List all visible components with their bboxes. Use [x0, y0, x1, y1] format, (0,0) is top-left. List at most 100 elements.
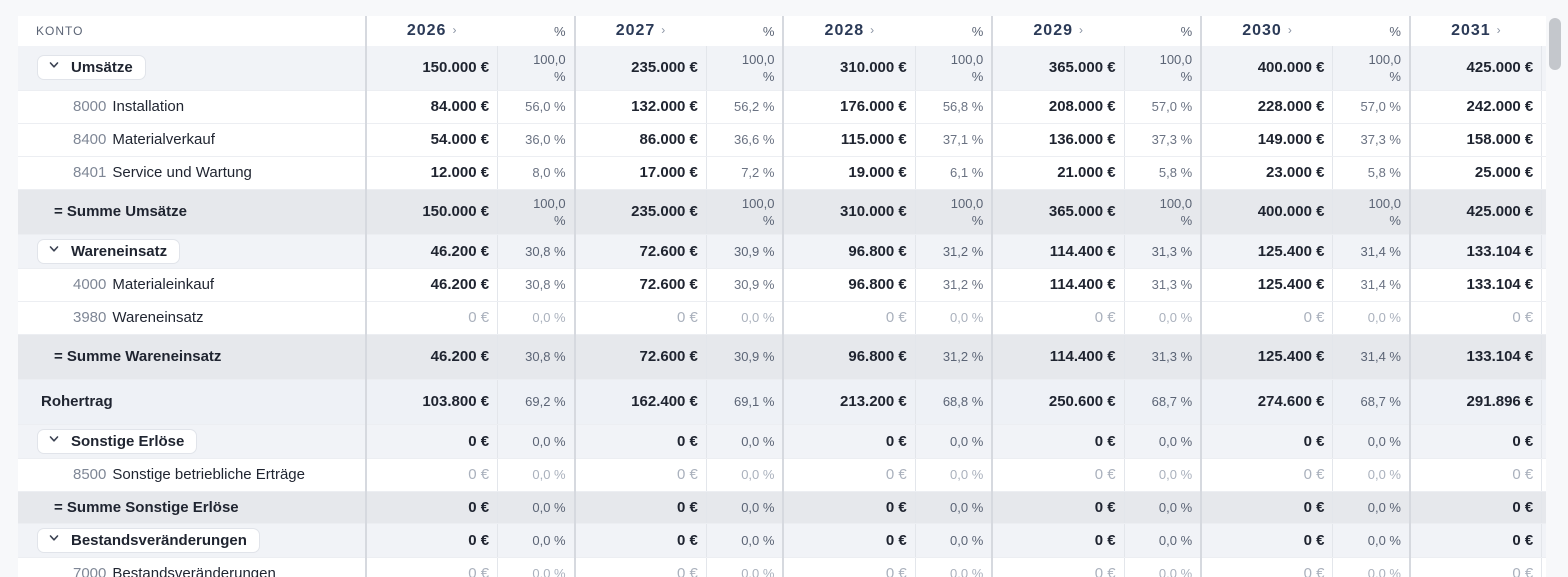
value-cell[interactable]: 19.000 € — [783, 156, 916, 190]
value-cell[interactable]: 310.000 € — [783, 189, 916, 235]
value-cell[interactable]: 400.000 € — [1201, 46, 1334, 91]
year-header-2[interactable]: 2028 › — [783, 16, 916, 46]
value-cell[interactable]: 149.000 € — [1201, 123, 1334, 157]
value-cell[interactable]: 0 € — [574, 491, 707, 524]
value-cell[interactable]: 0 € — [1409, 458, 1543, 492]
group-toggle-button[interactable]: Sonstige Erlöse — [37, 428, 198, 454]
value-cell[interactable]: 46.200 € — [365, 334, 499, 380]
value-cell[interactable]: 0 € — [365, 557, 499, 577]
value-cell[interactable]: 54.000 € — [365, 123, 499, 157]
value-cell[interactable]: 0 € — [783, 301, 916, 335]
value-cell[interactable]: 235.000 € — [574, 46, 707, 91]
value-cell[interactable]: 0 € — [574, 301, 707, 335]
value-cell[interactable]: 228.000 € — [1201, 90, 1334, 124]
value-cell[interactable]: 96.800 € — [783, 268, 916, 302]
value-cell[interactable]: 0 € — [992, 458, 1125, 492]
year-header-5[interactable]: 2031 › — [1409, 16, 1542, 46]
value-cell[interactable]: 114.400 € — [992, 234, 1125, 269]
chevron-right-icon[interactable]: › — [661, 23, 667, 37]
value-cell[interactable]: 125.400 € — [1201, 334, 1334, 380]
group-toggle-button[interactable]: Wareneinsatz — [37, 238, 181, 264]
value-cell[interactable]: 400.000 € — [1201, 189, 1334, 235]
value-cell[interactable]: 133.104 € — [1409, 268, 1543, 302]
value-cell[interactable]: 365.000 € — [992, 189, 1125, 235]
value-cell[interactable]: 0 € — [1409, 557, 1543, 577]
value-cell[interactable]: 0 € — [365, 491, 499, 524]
year-header-0[interactable]: 2026 › — [365, 16, 498, 46]
year-header-1[interactable]: 2027 › — [574, 16, 707, 46]
scrollbar-thumb[interactable] — [1549, 18, 1561, 70]
value-cell[interactable]: 0 € — [1409, 523, 1543, 558]
value-cell[interactable]: 25.000 € — [1409, 156, 1543, 190]
value-cell[interactable]: 0 € — [992, 301, 1125, 335]
value-cell[interactable]: 208.000 € — [992, 90, 1125, 124]
value-cell[interactable]: 0 € — [574, 458, 707, 492]
value-cell[interactable]: 136.000 € — [992, 123, 1125, 157]
value-cell[interactable]: 0 € — [365, 458, 499, 492]
value-cell[interactable]: 0 € — [574, 523, 707, 558]
value-cell[interactable]: 0 € — [1409, 301, 1543, 335]
value-cell[interactable]: 132.000 € — [574, 90, 707, 124]
value-cell[interactable]: 72.600 € — [574, 268, 707, 302]
value-cell[interactable]: 0 € — [783, 458, 916, 492]
chevron-right-icon[interactable]: › — [1078, 23, 1084, 37]
chevron-right-icon[interactable]: › — [870, 23, 876, 37]
value-cell[interactable]: 0 € — [992, 424, 1125, 459]
value-cell[interactable]: 365.000 € — [992, 46, 1125, 91]
value-cell[interactable]: 274.600 € — [1201, 379, 1334, 425]
value-cell[interactable]: 96.800 € — [783, 234, 916, 269]
value-cell[interactable]: 158.000 € — [1409, 123, 1543, 157]
value-cell[interactable]: 0 € — [992, 557, 1125, 577]
value-cell[interactable]: 125.400 € — [1201, 268, 1334, 302]
value-cell[interactable]: 291.896 € — [1409, 379, 1543, 425]
value-cell[interactable]: 23.000 € — [1201, 156, 1334, 190]
value-cell[interactable]: 12.000 € — [365, 156, 499, 190]
value-cell[interactable]: 0 € — [783, 557, 916, 577]
value-cell[interactable]: 0 € — [1201, 523, 1334, 558]
value-cell[interactable]: 72.600 € — [574, 234, 707, 269]
value-cell[interactable]: 133.104 € — [1409, 234, 1543, 269]
value-cell[interactable]: 0 € — [1201, 491, 1334, 524]
value-cell[interactable]: 0 € — [1201, 301, 1334, 335]
value-cell[interactable]: 0 € — [1409, 491, 1543, 524]
value-cell[interactable]: 176.000 € — [783, 90, 916, 124]
value-cell[interactable]: 235.000 € — [574, 189, 707, 235]
value-cell[interactable]: 21.000 € — [992, 156, 1125, 190]
value-cell[interactable]: 0 € — [365, 523, 499, 558]
value-cell[interactable]: 17.000 € — [574, 156, 707, 190]
value-cell[interactable]: 84.000 € — [365, 90, 499, 124]
value-cell[interactable]: 242.000 € — [1409, 90, 1543, 124]
group-toggle-button[interactable]: Umsätze — [37, 55, 146, 81]
value-cell[interactable]: 0 € — [1409, 424, 1543, 459]
year-header-4[interactable]: 2030 › — [1201, 16, 1333, 46]
value-cell[interactable]: 425.000 € — [1409, 189, 1543, 235]
chevron-right-icon[interactable]: › — [452, 23, 458, 37]
value-cell[interactable]: 0 € — [992, 491, 1125, 524]
value-cell[interactable]: 250.600 € — [992, 379, 1125, 425]
value-cell[interactable]: 114.400 € — [992, 334, 1125, 380]
value-cell[interactable]: 125.400 € — [1201, 234, 1334, 269]
value-cell[interactable]: 213.200 € — [783, 379, 916, 425]
value-cell[interactable]: 0 € — [574, 557, 707, 577]
value-cell[interactable]: 0 € — [783, 523, 916, 558]
value-cell[interactable]: 103.800 € — [365, 379, 499, 425]
value-cell[interactable]: 425.000 € — [1409, 46, 1543, 91]
value-cell[interactable]: 96.800 € — [783, 334, 916, 380]
value-cell[interactable]: 46.200 € — [365, 234, 499, 269]
value-cell[interactable]: 86.000 € — [574, 123, 707, 157]
value-cell[interactable]: 133.104 € — [1409, 334, 1543, 380]
group-toggle-button[interactable]: Bestandsveränderungen — [37, 527, 260, 553]
value-cell[interactable]: 0 € — [1201, 458, 1334, 492]
value-cell[interactable]: 150.000 € — [365, 46, 499, 91]
chevron-right-icon[interactable]: › — [1496, 23, 1502, 37]
value-cell[interactable]: 0 € — [365, 301, 499, 335]
value-cell[interactable]: 0 € — [992, 523, 1125, 558]
value-cell[interactable]: 0 € — [783, 491, 916, 524]
value-cell[interactable]: 115.000 € — [783, 123, 916, 157]
value-cell[interactable]: 150.000 € — [365, 189, 499, 235]
year-header-3[interactable]: 2029 › — [992, 16, 1125, 46]
value-cell[interactable]: 114.400 € — [992, 268, 1125, 302]
chevron-right-icon[interactable]: › — [1287, 23, 1293, 37]
value-cell[interactable]: 162.400 € — [574, 379, 707, 425]
vertical-scrollbar[interactable] — [1548, 16, 1562, 577]
